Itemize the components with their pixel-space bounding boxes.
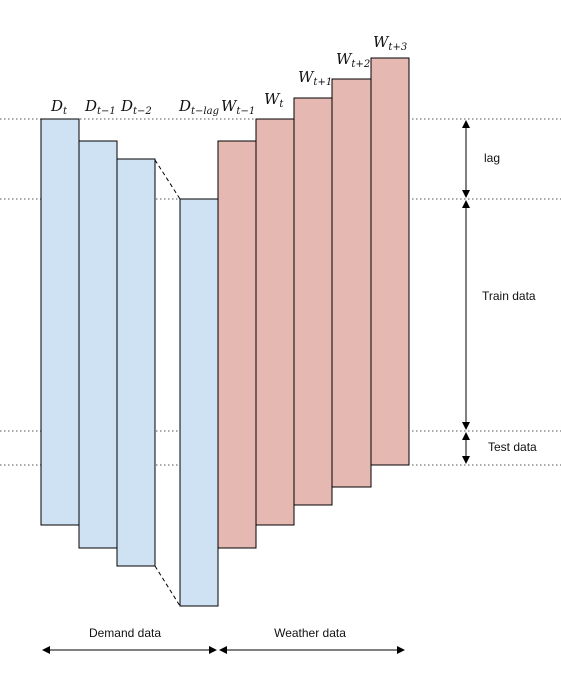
label-d-t-minus-1: Dt−1 — [84, 97, 116, 117]
label-w-t-minus-1: Wt−1 — [221, 97, 255, 117]
weather-data-label: Weather data — [274, 626, 346, 640]
weather-bars — [217, 57, 410, 549]
demand-data-label: Demand data — [89, 626, 161, 640]
lag-label: lag — [484, 151, 500, 165]
label-w-t-plus-2: Wt+2 — [336, 50, 370, 70]
weather-bar-t-plus-3 — [370, 57, 410, 466]
train-data-label: Train data — [482, 289, 536, 303]
demand-bar-t — [40, 118, 80, 526]
label-w-t: Wt — [264, 90, 284, 110]
label-w-t-plus-1: Wt+1 — [298, 68, 332, 88]
test-data-label: Test data — [488, 440, 537, 454]
demand-bar-t-minus-lag — [179, 198, 219, 607]
label-d-t: Dt — [50, 97, 68, 117]
demand-bar-t-minus-1 — [78, 140, 118, 549]
gap-connector-bottom — [154, 565, 181, 607]
weather-bar-t-plus-1 — [293, 97, 333, 506]
gap-connector-top — [154, 159, 181, 200]
demand-bars — [40, 118, 219, 607]
label-d-t-minus-lag: Dt−lag — [178, 97, 219, 117]
weather-bar-t — [255, 118, 295, 526]
label-w-t-plus-3: Wt+3 — [373, 33, 407, 53]
weather-bar-t-minus-1 — [217, 140, 257, 549]
label-d-t-minus-2: Dt−2 — [120, 97, 152, 117]
demand-bar-t-minus-2 — [116, 158, 156, 567]
weather-bar-t-plus-2 — [331, 78, 372, 488]
